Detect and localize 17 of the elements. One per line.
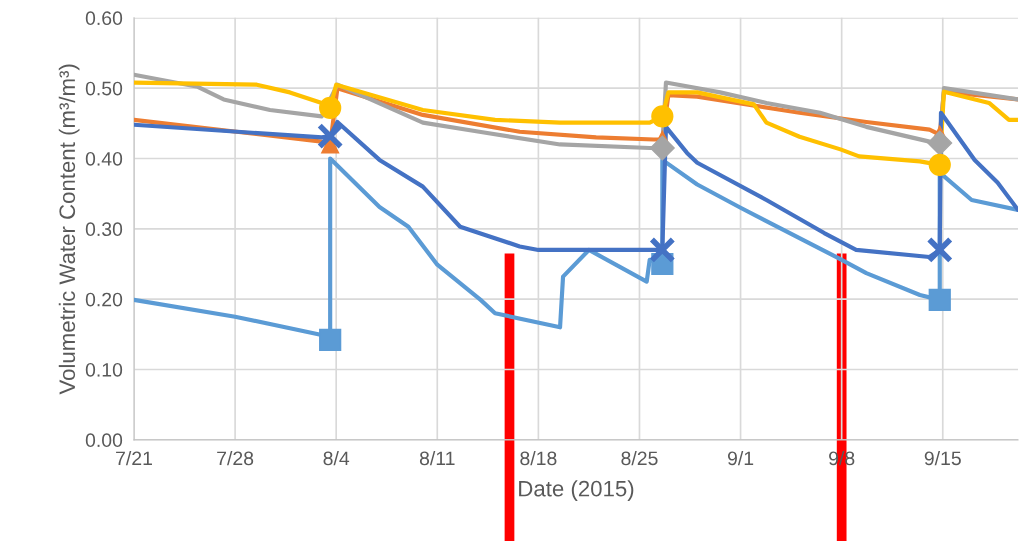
y-tick-label: 0.00 <box>85 433 123 448</box>
y-tick-label: 0.50 <box>85 81 123 96</box>
y-tick-label: 0.10 <box>85 362 123 377</box>
x-tick-label: 9/15 <box>924 450 961 466</box>
y-tick-label: 0.30 <box>85 222 123 237</box>
x-tick-label: 7/21 <box>116 450 152 466</box>
x-tick-label: 9/1 <box>727 450 754 466</box>
x-axis-title: Date (2015) <box>519 480 634 501</box>
x-tick-label: 8/4 <box>323 450 350 466</box>
y-tick-label: 0.60 <box>85 11 123 26</box>
x-tick-label: 7/28 <box>217 450 254 466</box>
x-tick-label: 8/25 <box>621 450 658 466</box>
x-tick-label: 8/18 <box>520 450 557 466</box>
y-tick-label: 0.40 <box>85 151 123 166</box>
x-tick-label: 8/11 <box>419 450 455 466</box>
y-axis-title: Volumetric Water Content (m³/m³) <box>58 64 80 395</box>
y-tick-label: 0.20 <box>85 292 123 307</box>
